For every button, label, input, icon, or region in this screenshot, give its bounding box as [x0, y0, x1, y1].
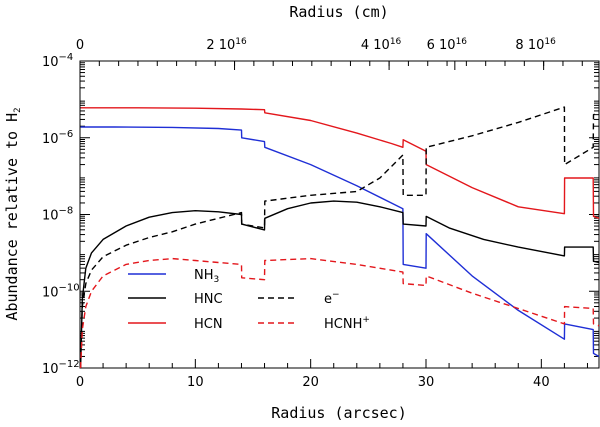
x2-tick-label: 8 1016	[515, 37, 556, 53]
y-tick-label: 10−8	[42, 206, 73, 224]
y-axis-title-sub: 2	[13, 107, 23, 112]
series-hcnh-	[79, 257, 600, 369]
legend-sub: 3	[214, 275, 220, 285]
x-axis-title: Radius (arcsec)	[271, 404, 406, 422]
x2-tick-label: 0	[76, 38, 84, 53]
y-tick-exp: −10	[59, 282, 80, 293]
legend: NH3 HNC HCN e− HCNH+	[128, 268, 370, 332]
y-axis-title: Abundance relative to H2	[3, 107, 23, 320]
x2-tick-label: 2 1016	[206, 37, 247, 53]
legend-sup: +	[362, 315, 370, 325]
y-tick-exp: −6	[59, 129, 74, 140]
legend-label: NH3	[194, 268, 219, 285]
x2-tick-label: 6 1016	[427, 37, 468, 53]
tick-labels: 0 10 20 30 40 0 2 1016 4 1016 8 1016 6 1016 10−12 1…	[42, 37, 556, 390]
legend-label: e−	[324, 290, 340, 307]
x-tick-label: 30	[418, 375, 435, 390]
top-axis-title: Radius (cm)	[289, 3, 388, 21]
series-curves	[79, 106, 600, 369]
x2-tick-exp: 16	[544, 37, 556, 47]
y-tick-exp: −12	[59, 359, 80, 370]
x2-tick-exp: 16	[235, 37, 247, 47]
svg-text:Abundance relative to H2: Abundance relative to H2	[3, 107, 23, 320]
x-tick-label: 10	[187, 375, 204, 390]
y-axis-title-text: Abundance relative to H	[3, 113, 21, 321]
series-hnc	[79, 200, 600, 369]
legend-label: HNC	[194, 292, 223, 307]
x2-tick-exp: 16	[390, 37, 402, 47]
legend-sup: −	[332, 290, 340, 300]
x2-tick-exp: 16	[456, 37, 468, 47]
x2-tick-label: 4 1016	[361, 37, 402, 53]
series-nh3	[80, 126, 600, 358]
x-tick-label: 40	[533, 375, 550, 390]
y-tick-label: 10−6	[42, 129, 73, 147]
y-tick-label: 10−12	[42, 359, 80, 377]
y-tick-label: 10−10	[42, 282, 80, 300]
x-tick-label: 0	[76, 375, 84, 390]
series-hcn	[80, 107, 600, 219]
y-tick-label: 10−4	[42, 52, 73, 70]
legend-label: HCNH+	[324, 315, 370, 332]
axis-ticks	[79, 60, 599, 369]
legend-label: HCN	[194, 317, 223, 332]
y-tick-exp: −4	[59, 52, 74, 63]
x-tick-label: 20	[302, 375, 319, 390]
y-tick-exp: −8	[59, 206, 74, 217]
